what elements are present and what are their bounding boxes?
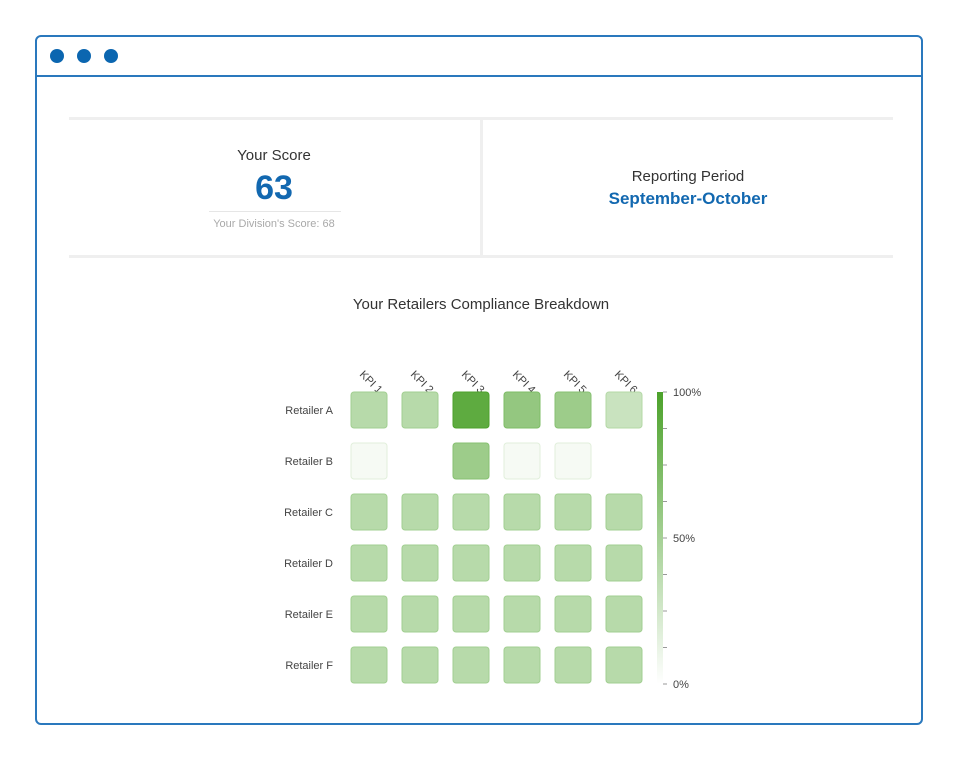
heatmap-cell: [605, 493, 643, 531]
heatmap-cell: [452, 442, 490, 480]
window-titlebar: [37, 37, 921, 77]
summary-panel-divider: [480, 120, 483, 255]
row-label: Retailer E: [285, 609, 333, 621]
score-label: Your Score: [237, 147, 311, 164]
row-label: Retailer F: [285, 660, 333, 672]
browser-window: Your Score 63 Your Division's Score: 68 …: [35, 35, 923, 725]
chart-title: Your Retailers Compliance Breakdown: [352, 296, 610, 313]
color-scale-label: 50%: [673, 533, 695, 545]
heatmap-cell: [452, 391, 490, 429]
heatmap-cell: [452, 544, 490, 582]
heatmap-cell: [401, 646, 439, 684]
heatmap-cell: [503, 595, 541, 633]
heatmap-cell: [452, 646, 490, 684]
heatmap-cell: [503, 646, 541, 684]
heatmap-cell: [350, 391, 388, 429]
heatmap-cell: [401, 493, 439, 531]
heatmap-cell: [605, 391, 643, 429]
heatmap-cell: [503, 493, 541, 531]
color-scale-bar: [657, 392, 663, 684]
heatmap-cell: [503, 544, 541, 582]
heatmap-cell: [605, 595, 643, 633]
row-label: Retailer C: [284, 507, 333, 519]
row-label: Retailer D: [284, 558, 333, 570]
color-scale-label: 0%: [673, 679, 689, 691]
row-label: Retailer B: [285, 456, 333, 468]
heatmap-cell: [401, 544, 439, 582]
heatmap-cell: [350, 442, 388, 480]
heatmap-cell: [554, 544, 592, 582]
heatmap-cell: [401, 391, 439, 429]
heatmap-cell: [350, 595, 388, 633]
window-dot-icon[interactable]: [104, 49, 118, 63]
summary-panel-bottom-border: [69, 255, 893, 258]
heatmap-cell: [350, 544, 388, 582]
heatmap-cell: [554, 442, 592, 480]
heatmap-cell: [452, 493, 490, 531]
heatmap-cell: [452, 595, 490, 633]
heatmap-cell: [350, 493, 388, 531]
color-scale-label: 100%: [673, 387, 701, 399]
heatmap-cell: [554, 595, 592, 633]
heatmap-cell: [554, 391, 592, 429]
heatmap-cell: [503, 391, 541, 429]
score-value: 63: [255, 169, 293, 207]
heatmap-cell: [401, 595, 439, 633]
heatmap-cell: [554, 493, 592, 531]
score-divider: [209, 211, 341, 212]
window-dot-icon[interactable]: [50, 49, 64, 63]
heatmap-cell: [350, 646, 388, 684]
reporting-period-label: Reporting Period: [631, 168, 745, 185]
heatmap-cell: [503, 442, 541, 480]
reporting-period-value: September-October: [608, 189, 768, 208]
heatmap-cell: [605, 544, 643, 582]
summary-panel-top-border: [69, 117, 893, 120]
row-label: Retailer A: [285, 405, 333, 417]
heatmap-cell: [554, 646, 592, 684]
window-dot-icon[interactable]: [77, 49, 91, 63]
division-score: Your Division's Score: 68: [213, 218, 335, 230]
heatmap-cell: [605, 646, 643, 684]
